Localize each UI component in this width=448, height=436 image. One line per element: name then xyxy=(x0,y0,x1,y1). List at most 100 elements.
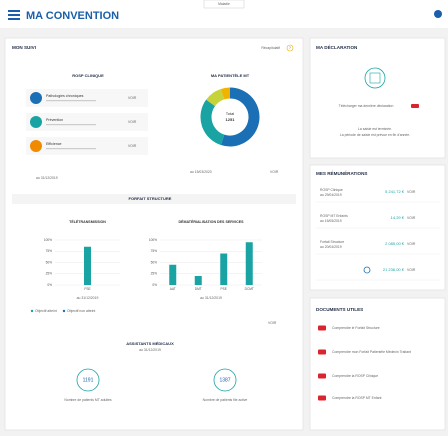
row-date: au 20/04/2019 xyxy=(320,245,342,249)
bar xyxy=(84,246,91,285)
tab-label[interactable]: Maladie xyxy=(218,2,230,6)
x-tick-label: FSE xyxy=(84,287,90,291)
status: La saisie est terminée. xyxy=(358,127,392,131)
item-bar xyxy=(46,148,96,150)
y-tick-label: 75% xyxy=(151,249,158,253)
row-date: au 29/04/2019 xyxy=(320,193,342,197)
row-date: au 15/05/2019 xyxy=(320,219,342,223)
link[interactable]: VOIR xyxy=(407,242,416,246)
item-card xyxy=(26,137,148,155)
link[interactable]: VOIR xyxy=(270,170,279,174)
user-icon[interactable] xyxy=(434,10,442,18)
date: au 31/12/2019 xyxy=(200,296,222,300)
doc-link[interactable]: Comprendre mon Forfait Patientèle Médeci… xyxy=(332,350,411,354)
x-tick-label: PSE xyxy=(221,287,227,291)
date: au 31/12/2019 xyxy=(77,296,99,300)
chart-title: TÉLÉTRANSMISSION xyxy=(69,219,106,224)
stat-label: Nombre de patients file active xyxy=(203,398,248,402)
date: au 31/12/2019 xyxy=(36,176,58,180)
stat-value: 1191 xyxy=(83,377,94,383)
panel-title: MA DÉCLARATION xyxy=(316,43,358,50)
declaration-icon xyxy=(364,67,386,89)
item-icon xyxy=(30,92,42,104)
panel xyxy=(309,37,446,159)
recap-link[interactable]: Récapitulatif xyxy=(261,46,280,50)
stat-circle xyxy=(213,368,237,392)
link[interactable]: VOIR xyxy=(128,120,137,124)
panel-title: MES RÉMUNÉRATIONS xyxy=(316,169,367,176)
doc-icon[interactable] xyxy=(318,395,326,401)
legend: Objectif atteint xyxy=(35,309,57,313)
help-icon[interactable] xyxy=(286,44,294,52)
section-title: ASSISTANTS MÉDICAUX xyxy=(126,341,174,346)
donut-segment xyxy=(220,87,231,100)
bar xyxy=(245,242,253,285)
y-tick-label: 0% xyxy=(47,283,52,287)
item-card xyxy=(26,89,148,107)
row-name: ROSP Clinique xyxy=(320,188,343,192)
row-amount: 21 236,00 € xyxy=(383,267,405,272)
donut-segment xyxy=(220,87,260,147)
item-bar xyxy=(46,100,96,102)
doc-icon[interactable] xyxy=(318,349,326,355)
download-link[interactable]: Télécharger ma dernière déclaration xyxy=(339,104,394,108)
link[interactable]: VOIR xyxy=(407,216,416,220)
row-name: Forfait Structure xyxy=(320,240,344,244)
date: au 31/12/2019 xyxy=(139,348,161,352)
item-icon xyxy=(30,140,42,152)
doc-icon[interactable] xyxy=(318,325,326,331)
item-title: Pathologies chroniques xyxy=(46,94,84,98)
panel-title: DOCUMENTS UTILES xyxy=(316,307,363,312)
y-tick-label: 25% xyxy=(151,272,158,276)
row-amount: 2 085,00 € xyxy=(385,241,405,246)
tab[interactable] xyxy=(203,0,245,9)
item-icon xyxy=(30,116,42,128)
section-title: ROSP CLINIQUE xyxy=(72,73,104,78)
y-tick-label: 25% xyxy=(46,272,53,276)
doc-link[interactable]: Comprendre la ROSP Clinique xyxy=(332,374,378,378)
bar xyxy=(169,264,177,285)
y-tick-label: 50% xyxy=(46,260,53,264)
stat-label: Nombre de patients MT adultes xyxy=(64,398,112,402)
panel xyxy=(309,297,446,431)
bar xyxy=(220,253,228,285)
stat-value: 1387 xyxy=(219,377,230,383)
doc-icon[interactable] xyxy=(318,373,326,379)
total-label: Total xyxy=(226,111,235,116)
bar xyxy=(194,276,202,285)
item-bar xyxy=(46,124,96,126)
chart-title: DÉMATÉRIALISATION DES SERVICES xyxy=(178,219,244,224)
item-title: Efficience xyxy=(46,142,62,146)
progress-icon xyxy=(363,266,371,274)
download-button[interactable] xyxy=(411,104,419,108)
link[interactable]: VOIR xyxy=(407,190,416,194)
logo xyxy=(8,18,20,20)
panel xyxy=(309,164,446,291)
stat-circle xyxy=(76,368,100,392)
logo xyxy=(8,14,20,16)
row-amount: 5 241,72 € xyxy=(385,189,405,194)
note: La période de saisie est prévue en fin d… xyxy=(340,133,410,137)
y-tick-label: 75% xyxy=(46,249,53,253)
app-title: MA CONVENTION xyxy=(26,10,119,22)
y-tick-label: 0% xyxy=(152,283,157,287)
link[interactable]: VOIR xyxy=(407,268,416,272)
link[interactable]: VOIR xyxy=(128,96,137,100)
link[interactable]: VOIR xyxy=(128,144,137,148)
item-card xyxy=(26,113,148,131)
total: 1251 xyxy=(226,117,236,122)
doc-link[interactable]: Comprendre la ROSP MT Enfant xyxy=(332,396,381,400)
doc-link[interactable]: Comprendre le Forfait Structure xyxy=(332,326,380,330)
x-tick-label: DCMT xyxy=(245,287,254,291)
legend-swatch xyxy=(62,309,66,313)
link[interactable]: VOIR xyxy=(268,321,277,325)
y-tick-label: 100% xyxy=(149,238,157,242)
help[interactable]: ? xyxy=(289,46,291,50)
donut-segment xyxy=(200,99,225,146)
section-title: FORFAIT STRUCTURE xyxy=(129,196,172,201)
section-title: MA PATIENTÈLE MT xyxy=(211,73,250,78)
row-amount: 14,29 € xyxy=(391,215,405,220)
x-tick-label: DMT xyxy=(195,287,202,291)
item-title: Prévention xyxy=(46,118,63,122)
